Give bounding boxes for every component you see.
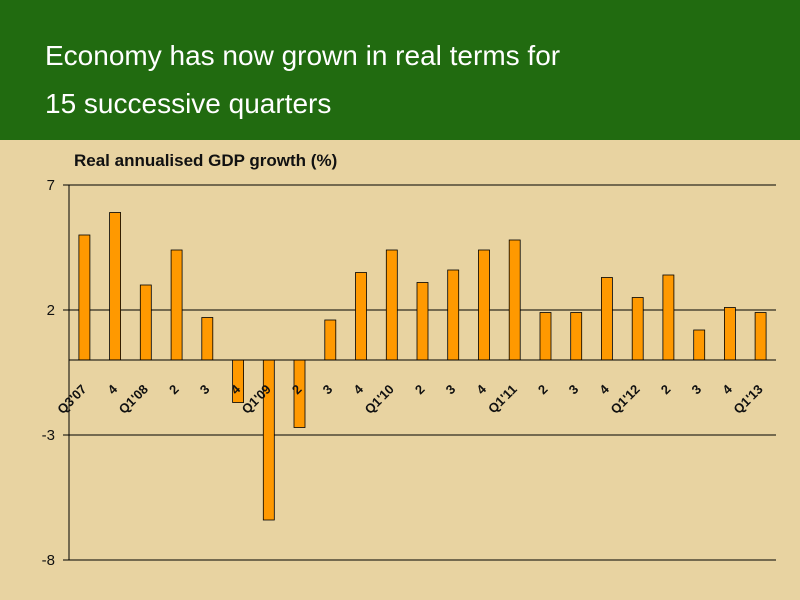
bar xyxy=(324,319,337,361)
y-tick-label: 7 xyxy=(47,177,55,194)
x-tick-label: 2 xyxy=(166,382,182,398)
bar xyxy=(78,234,91,361)
y-tick-label: -8 xyxy=(42,552,55,569)
bar xyxy=(631,297,644,361)
bar xyxy=(662,274,675,361)
bar xyxy=(170,249,183,361)
bar xyxy=(416,282,429,361)
y-tick-label: -3 xyxy=(42,427,55,444)
x-tick-label: Q3'07 xyxy=(54,382,89,417)
x-tick-label: 3 xyxy=(689,382,705,398)
bar xyxy=(109,212,121,361)
gdp-growth-chart: Real annualised GDP growth (%) 7 2 -3 -8 Q3… xyxy=(42,151,776,569)
x-tick-label: 3 xyxy=(443,381,459,397)
x-tick-label: 4 xyxy=(719,381,735,397)
bars xyxy=(78,212,767,521)
x-tick-label: Q1'11 xyxy=(485,382,520,417)
x-tick-label: 2 xyxy=(535,382,551,398)
x-axis-ticks: Q3'07 4Q1'08 2 3 4Q1'09 2 3 4Q1'10 2 3 4Q1'11 2 3 4Q1… xyxy=(54,381,766,417)
gridlines xyxy=(69,184,776,561)
bar xyxy=(139,284,152,361)
slide-title-line-2: 15 successive quarters xyxy=(45,88,332,119)
x-tick-label: 2 xyxy=(412,382,428,398)
slide-title-line-1: Economy has now grown in real terms for xyxy=(45,40,561,71)
axes xyxy=(68,185,776,560)
bar xyxy=(539,312,552,361)
x-tick-label: 2 xyxy=(658,382,674,398)
bar xyxy=(724,307,736,361)
title-banner: Economy has now grown in real terms for … xyxy=(0,0,800,140)
x-tick-label: 4 xyxy=(105,381,121,397)
y-tick-label: 2 xyxy=(47,302,55,319)
bar xyxy=(355,272,367,361)
bar xyxy=(447,269,460,361)
bar xyxy=(385,249,398,361)
x-tick-label: Q1'12 xyxy=(608,382,643,417)
bar xyxy=(201,317,214,361)
bar xyxy=(601,277,613,361)
x-tick-label: Q1'13 xyxy=(730,381,765,416)
chart-title: Real annualised GDP growth (%) xyxy=(74,151,337,170)
x-tick-label: Q1'08 xyxy=(116,381,151,416)
x-tick-label: 3 xyxy=(197,381,213,397)
x-tick-label: 4 xyxy=(350,381,366,397)
x-tick-label: Q1'10 xyxy=(362,382,397,417)
y-axis-ticks: 7 2 -3 -8 xyxy=(42,177,69,569)
bar xyxy=(508,239,521,361)
x-tick-label: 3 xyxy=(320,382,336,398)
bar xyxy=(478,249,490,361)
bar xyxy=(693,329,706,361)
x-tick-label: 3 xyxy=(566,382,582,398)
bar xyxy=(570,312,583,361)
bar xyxy=(754,312,767,361)
x-tick-label: 4 xyxy=(473,381,489,397)
x-tick-label: 4 xyxy=(596,381,612,397)
